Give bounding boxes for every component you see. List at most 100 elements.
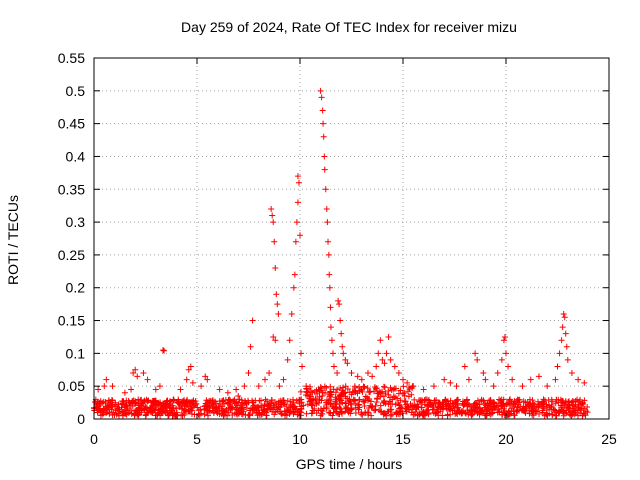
baseline-point [371, 384, 378, 391]
baseline-point [565, 404, 572, 411]
baseline-point [287, 401, 294, 408]
baseline-point [164, 409, 171, 416]
baseline-point [380, 410, 387, 417]
data-point [185, 366, 192, 373]
data-point [322, 186, 329, 193]
baseline-point [472, 405, 479, 412]
data-point [132, 366, 139, 373]
baseline-point [397, 387, 404, 394]
data-point [535, 373, 542, 380]
baseline-point [567, 412, 574, 419]
baseline-point [447, 411, 454, 418]
data-point [274, 301, 281, 308]
baseline-point [579, 400, 586, 407]
baseline-point [555, 409, 562, 416]
baseline-point [577, 396, 584, 403]
baseline-point [513, 408, 520, 415]
baseline-point [387, 412, 394, 419]
baseline-point [347, 410, 354, 417]
data-point [560, 310, 567, 317]
baseline-point [426, 401, 433, 408]
baseline-point [283, 403, 290, 410]
data-point [298, 350, 305, 357]
baseline-point [342, 383, 349, 390]
baseline-point [291, 403, 298, 410]
baseline-point [476, 405, 483, 412]
data-point [373, 363, 380, 370]
baseline-point [462, 409, 469, 416]
baseline-point [483, 411, 490, 418]
baseline-point [424, 396, 431, 403]
data-point [330, 363, 337, 370]
data-point [324, 219, 331, 226]
baseline-point [582, 408, 589, 415]
y-tick-label: 0 [77, 411, 85, 427]
baseline-point [508, 398, 515, 405]
baseline-point [196, 412, 203, 419]
baseline-point [273, 404, 280, 411]
baseline-point [347, 398, 354, 405]
data-point [315, 386, 322, 393]
baseline-point [369, 403, 376, 410]
baseline-point [380, 383, 387, 390]
baseline-point [256, 411, 263, 418]
baseline-point [412, 403, 419, 410]
baseline-point [464, 396, 471, 403]
baseline-point [459, 410, 466, 417]
baseline-point [557, 402, 564, 409]
data-point [161, 347, 168, 354]
baseline-point [125, 397, 132, 404]
baseline-point [179, 412, 186, 419]
data-point [101, 383, 108, 390]
baseline-point [263, 412, 270, 419]
baseline-point [291, 403, 298, 410]
data-point [325, 251, 332, 258]
data-point [156, 383, 163, 390]
baseline-point [406, 386, 413, 393]
baseline-point [297, 412, 304, 419]
data-point [554, 363, 561, 370]
data-point [293, 219, 300, 226]
data-point [336, 301, 343, 308]
baseline-point [136, 406, 143, 413]
data-point [272, 265, 279, 272]
data-point [95, 386, 102, 393]
data-point [327, 304, 334, 311]
baseline-point [170, 404, 177, 411]
baseline-point [402, 398, 409, 405]
baseline-point [482, 404, 489, 411]
baseline-point [530, 410, 537, 417]
baseline-point [187, 399, 194, 406]
data-point [233, 386, 240, 393]
baseline-point [295, 409, 302, 416]
data-point [144, 376, 151, 383]
baseline-point [202, 400, 209, 407]
data-point [321, 153, 328, 160]
data-point [292, 238, 299, 245]
data-point [383, 350, 390, 357]
data-point [447, 379, 454, 386]
x-tick-label: 0 [90, 431, 98, 447]
baseline-point [526, 396, 533, 403]
data-point [335, 297, 342, 304]
x-tick-label: 5 [193, 431, 201, 447]
data-point [327, 324, 334, 331]
baseline-point [483, 412, 490, 419]
baseline-point [188, 407, 195, 414]
baseline-point [569, 402, 576, 409]
baseline-point [137, 397, 144, 404]
baseline-point [203, 397, 210, 404]
baseline-point [297, 388, 304, 395]
baseline-point [185, 406, 192, 413]
baseline-point [170, 397, 177, 404]
baseline-point [549, 411, 556, 418]
baseline-point [247, 405, 254, 412]
data-point [321, 166, 328, 173]
chart-title: Day 259 of 2024, Rate Of TEC Index for r… [181, 19, 517, 35]
baseline-point [442, 397, 449, 404]
baseline-point [203, 406, 210, 413]
baseline-point [121, 403, 128, 410]
baseline-point [157, 405, 164, 412]
baseline-point [315, 407, 322, 414]
data-point [465, 376, 472, 383]
